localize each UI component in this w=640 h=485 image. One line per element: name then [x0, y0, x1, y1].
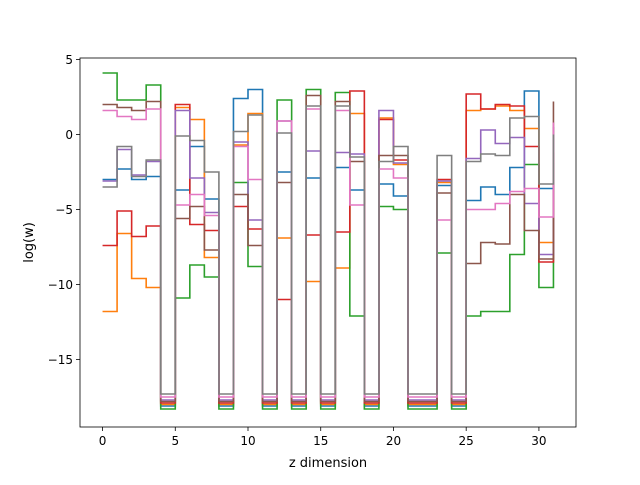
series-line-4	[102, 90, 555, 404]
x-tick-label: 15	[313, 434, 328, 448]
x-axis-ticks: 0 5 10 15 20 25 30	[99, 427, 547, 448]
series-line-3	[102, 72, 555, 410]
x-tick-label: 10	[240, 434, 255, 448]
series-line-1	[102, 88, 555, 407]
x-tick-label: 20	[386, 434, 401, 448]
x-tick-label: 5	[171, 434, 179, 448]
x-axis-label: z dimension	[289, 456, 367, 471]
plot-frame	[79, 57, 577, 428]
x-tick-label: 0	[99, 434, 107, 448]
x-tick-label: 25	[459, 434, 474, 448]
y-axis-label: log(w)	[22, 222, 37, 263]
y-tick-label: 0	[65, 128, 73, 142]
x-tick-label: 30	[531, 434, 546, 448]
y-tick-label: −10	[48, 278, 73, 292]
series-line-5	[102, 109, 555, 401]
series-layer	[102, 72, 555, 410]
y-tick-label: −15	[48, 353, 73, 367]
y-axis-ticks: 5 0 −5 −10 −15	[48, 53, 80, 367]
series-line-8	[102, 105, 555, 395]
y-tick-label: −5	[55, 203, 73, 217]
y-tick-label: 5	[65, 53, 73, 67]
